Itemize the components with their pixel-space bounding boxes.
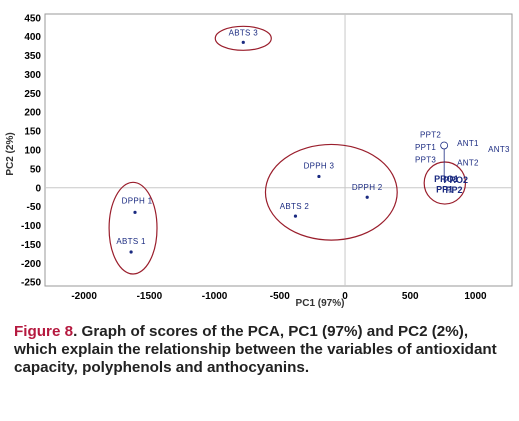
x-tick-label: 1000 (464, 291, 487, 302)
point-label-abts-3: ABTS 3 (229, 28, 259, 37)
point-label-ant3: ANT3 (488, 145, 510, 154)
y-tick-label: -50 (27, 202, 42, 213)
point-label-pro2: PRO2 (443, 175, 468, 185)
x-tick-labels: -2000 -1500 -1000 -500 0 500 1000 (71, 291, 487, 302)
point-label-pp2: PP2 (445, 185, 462, 195)
y-tick-label: 150 (24, 127, 41, 138)
x-axis-label: PC1 (97%) (296, 298, 345, 309)
y-tick-label: 450 (24, 13, 41, 24)
group-ellipse-1 (214, 25, 272, 51)
point-dpph-3 (317, 174, 321, 179)
y-tick-label: 300 (24, 70, 41, 81)
caption-text: . Graph of scores of the PCA, PC1 (97%) … (14, 323, 497, 376)
caption-label: Figure 8 (14, 323, 74, 340)
point-abts-1 (129, 250, 133, 254)
pca-score-plot: 450400350300250200150100500-50-100-150-2… (5, 13, 513, 309)
group-ellipses (108, 25, 467, 275)
y-tick-label: -200 (21, 259, 41, 270)
y-tick-label: -250 (21, 278, 41, 289)
point-label-pro1: PRO1 (434, 174, 459, 184)
point-label-ppt1: PPT1 (415, 143, 436, 152)
point-label-ppt3: PPT3 (415, 155, 436, 164)
point-label-abts-2: ABTS 2 (280, 202, 310, 211)
y-tick-label: 50 (30, 164, 42, 175)
point-label-abts-1: ABTS 1 (116, 237, 146, 246)
y-tick-label: -150 (21, 240, 41, 251)
group-ellipse-4 (423, 161, 467, 205)
score-points (129, 40, 449, 254)
y-axis-label: PC2 (2%) (5, 132, 16, 175)
plot-frame (44, 13, 513, 287)
x-tick-label: -1000 (202, 291, 228, 302)
point-label-dpph-1: DPPH 1 (122, 196, 153, 205)
y-tick-label: 100 (24, 146, 41, 157)
point-abts-2 (293, 214, 298, 218)
y-tick-label: 200 (24, 108, 41, 119)
point-label-pp1: PP1 (436, 185, 453, 195)
point-labels: ABTS 3 DPPH 3 DPPH 2 ABTS 2 DPPH 1 ABTS 1 PPT2… (116, 28, 510, 246)
figure-caption: Figure 8. Graph of scores of the PCA, PC… (14, 323, 510, 377)
x-tick-label: -500 (270, 291, 290, 302)
point-label-dpph-3: DPPH 3 (304, 161, 335, 170)
point-dpph-1 (133, 210, 137, 214)
y-tick-label: 250 (24, 89, 41, 100)
zero-lines (45, 14, 512, 286)
group-ellipse-3 (108, 181, 158, 275)
y-tick-label: 400 (24, 32, 41, 43)
x-tick-label: -2000 (71, 291, 97, 302)
y-tick-label: -100 (21, 221, 41, 232)
x-tick-label: 500 (402, 291, 419, 302)
group-ellipse-2 (264, 143, 398, 241)
point-label-dpph-2: DPPH 2 (352, 183, 383, 192)
point-label-ppt2: PPT2 (420, 130, 441, 139)
point-label-ant1: ANT1 (457, 139, 479, 148)
y-tick-label: 0 (35, 183, 41, 194)
x-tick-label: -1500 (137, 291, 163, 302)
x-tick-label: 0 (342, 291, 348, 302)
point-label-ant2: ANT2 (457, 159, 479, 168)
y-tick-label: 350 (24, 51, 41, 62)
point-dpph-2 (365, 195, 369, 199)
y-tick-labels: 450 400 350 300 250 200 150 100 50 0 -50 -100 -150 -2… (21, 13, 41, 288)
point-abts-3 (241, 40, 245, 44)
